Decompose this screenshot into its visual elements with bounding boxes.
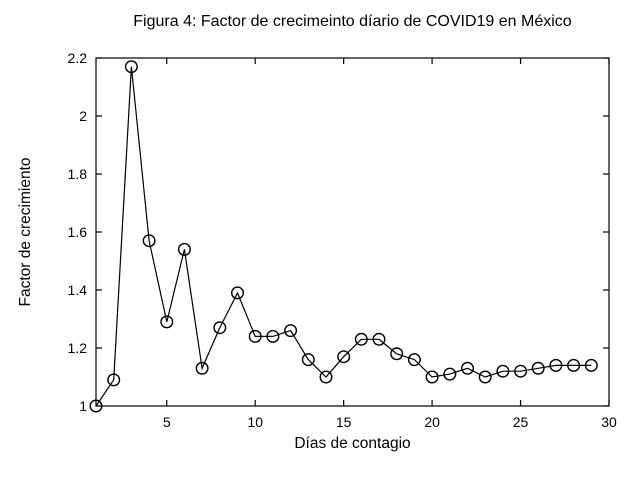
data-point-marker	[124, 60, 138, 74]
data-point-marker	[425, 370, 439, 384]
data-point-marker	[301, 353, 315, 367]
data-point-marker	[177, 242, 191, 256]
x-tick-label: 10	[247, 414, 263, 430]
data-point-marker	[514, 364, 528, 378]
data-point-marker	[443, 367, 457, 381]
data-point-marker	[496, 364, 510, 378]
data-point-marker	[319, 370, 333, 384]
data-line	[95, 66, 592, 407]
data-point-marker	[567, 358, 581, 372]
data-point-marker	[248, 329, 262, 343]
x-axis-label: Días de contagio	[294, 435, 411, 452]
data-point-marker	[284, 324, 298, 338]
data-point-marker	[372, 332, 386, 346]
data-point-marker	[142, 234, 156, 248]
data-point-marker	[107, 373, 121, 387]
data-point-marker	[160, 315, 174, 329]
data-point-marker	[531, 361, 545, 375]
data-point-marker	[478, 370, 492, 384]
data-point-marker	[230, 286, 244, 300]
y-tick-label: 1	[79, 398, 87, 414]
chart-title: Figura 4: Factor de crecimeinto díario d…	[133, 13, 572, 30]
y-tick-label: 1.8	[68, 166, 88, 182]
data-point-marker	[354, 332, 368, 346]
x-tick-label: 20	[424, 414, 440, 430]
data-point-marker	[461, 361, 475, 375]
data-point-marker	[89, 399, 103, 413]
x-tick-label: 30	[601, 414, 617, 430]
plot-border	[95, 57, 610, 407]
y-tick-label: 2.2	[68, 50, 88, 66]
data-point-marker	[390, 347, 404, 361]
data-point-marker	[337, 350, 351, 364]
data-point-marker	[584, 358, 598, 372]
data-point-marker	[195, 361, 209, 375]
data-point-marker	[266, 329, 280, 343]
y-tick-label: 1.6	[68, 224, 88, 240]
data-point-marker	[549, 358, 563, 372]
y-tick-label: 2	[79, 108, 87, 124]
y-tick-label: 1.4	[68, 282, 88, 298]
y-axis-label: Factor de crecimiento	[17, 157, 34, 307]
x-tick-label: 15	[336, 414, 352, 430]
data-point-marker	[407, 353, 421, 367]
x-tick-label: 5	[163, 414, 171, 430]
x-tick-label: 25	[513, 414, 529, 430]
y-tick-label: 1.2	[68, 340, 88, 356]
data-point-marker	[213, 321, 227, 335]
